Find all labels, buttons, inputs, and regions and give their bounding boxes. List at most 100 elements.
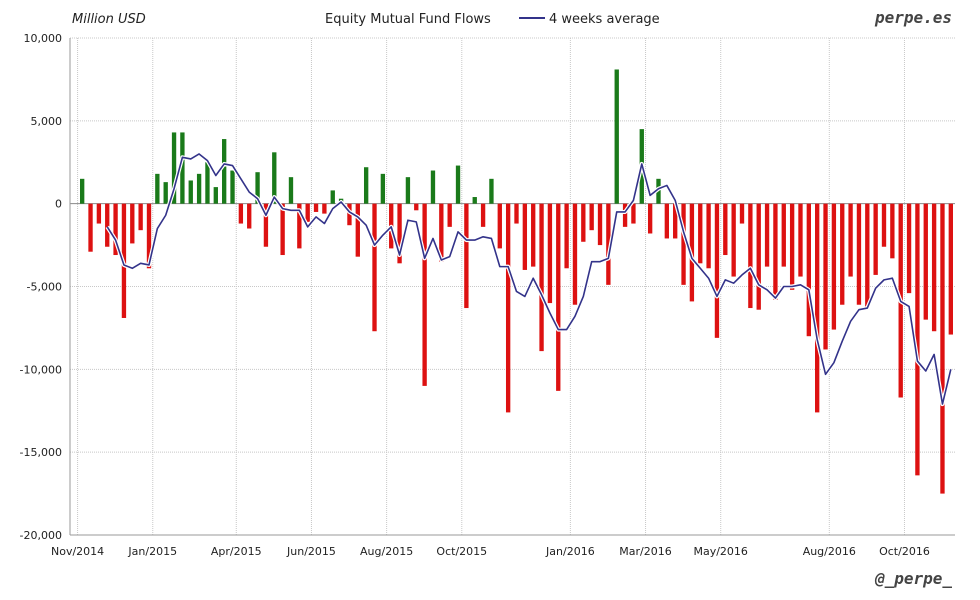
flow-bar-negative bbox=[664, 203, 670, 239]
flow-bar-negative bbox=[647, 203, 653, 234]
flow-bar-negative bbox=[723, 203, 728, 256]
flow-bar-negative bbox=[372, 203, 377, 332]
y-tick-label: 10,000 bbox=[24, 32, 63, 45]
flow-bar-negative bbox=[522, 203, 528, 270]
x-tick-label: Oct/2016 bbox=[879, 545, 930, 558]
flow-bar-positive bbox=[363, 167, 369, 204]
flow-bar-negative bbox=[105, 203, 110, 247]
flow-bar-positive bbox=[155, 173, 160, 204]
flow-bar-positive bbox=[188, 180, 193, 204]
axis-layer: 10,000 5,000 0 -5,000 -10,000 -15,000 -20,000 N… bbox=[20, 32, 955, 558]
x-tick-label: Jan/2015 bbox=[127, 545, 177, 558]
flow-bar-negative bbox=[146, 203, 152, 269]
flow-bar-positive bbox=[163, 182, 168, 204]
flow-bar-negative bbox=[606, 203, 611, 285]
flow-bar-positive bbox=[405, 177, 411, 204]
y-tick-label: 0 bbox=[55, 198, 62, 211]
flow-bar-positive bbox=[430, 170, 436, 204]
x-tick-label: Oct/2015 bbox=[436, 545, 487, 558]
flow-bar-negative bbox=[881, 203, 887, 247]
flow-bar-negative bbox=[823, 203, 828, 350]
flow-bar-negative bbox=[873, 203, 878, 275]
flow-bar-negative bbox=[923, 203, 928, 320]
flow-bar-negative bbox=[556, 203, 561, 391]
flow-bar-positive bbox=[213, 187, 218, 204]
watermark-top: perpe.es bbox=[874, 8, 952, 27]
flow-bar-negative bbox=[96, 203, 102, 224]
x-tick-label: Jun/2015 bbox=[286, 545, 336, 558]
legend-average-label: 4 weeks average bbox=[549, 12, 660, 27]
flow-bar-negative bbox=[798, 203, 803, 277]
flow-bar-negative bbox=[531, 203, 536, 267]
average-line bbox=[106, 153, 952, 405]
flow-bar-negative bbox=[130, 203, 135, 244]
flow-bar-negative bbox=[915, 203, 920, 476]
flow-bar-positive bbox=[255, 172, 260, 204]
flow-bar-negative bbox=[313, 203, 319, 212]
flow-bar-negative bbox=[297, 203, 302, 249]
line-layer bbox=[105, 151, 953, 407]
y-tick-label: -5,000 bbox=[27, 281, 62, 294]
flow-bar-negative bbox=[138, 203, 143, 231]
flow-bar-positive bbox=[614, 69, 619, 204]
x-tick-label: Aug/2015 bbox=[360, 545, 413, 558]
flow-bar-positive bbox=[205, 162, 210, 204]
flow-bar-negative bbox=[865, 203, 870, 307]
flow-bar-negative bbox=[781, 203, 786, 267]
y-tick-label: -15,000 bbox=[20, 446, 62, 459]
flow-bar-negative bbox=[589, 203, 594, 231]
flow-bar-negative bbox=[890, 203, 895, 259]
flow-bar-negative bbox=[447, 203, 452, 227]
flow-bar-negative bbox=[940, 203, 945, 494]
flow-bar-positive bbox=[230, 170, 235, 204]
x-tick-label: Aug/2016 bbox=[803, 545, 856, 558]
flow-bar-negative bbox=[806, 203, 811, 337]
flow-bar-negative bbox=[848, 203, 853, 277]
flow-bar-negative bbox=[631, 203, 636, 224]
flow-bar-negative bbox=[831, 203, 837, 330]
flow-bar-negative bbox=[564, 203, 569, 269]
flow-bar-negative bbox=[764, 203, 770, 267]
x-tick-label: Jan/2016 bbox=[545, 545, 595, 558]
flow-bar-negative bbox=[714, 203, 720, 338]
flow-bar-negative bbox=[948, 203, 953, 335]
flow-bar-negative bbox=[581, 203, 586, 242]
flow-bar-negative bbox=[422, 203, 427, 386]
watermark-bottom: @_perpe_ bbox=[874, 569, 952, 588]
flow-bar-negative bbox=[706, 203, 711, 269]
flow-bar-negative bbox=[355, 203, 360, 257]
flow-bar-positive bbox=[272, 152, 277, 204]
flow-bar-negative bbox=[480, 203, 486, 227]
flow-bar-negative bbox=[789, 203, 795, 290]
flow-bar-negative bbox=[572, 203, 578, 305]
flow-bar-negative bbox=[856, 203, 862, 305]
flow-bar-negative bbox=[464, 203, 469, 309]
flow-bar-negative bbox=[731, 203, 736, 277]
flow-bar-negative bbox=[815, 203, 820, 413]
flow-bar-negative bbox=[263, 203, 269, 247]
flow-bar-negative bbox=[113, 203, 118, 256]
flow-bar-positive bbox=[489, 178, 494, 204]
flow-bar-negative bbox=[698, 203, 703, 264]
flow-bar-negative bbox=[247, 203, 252, 229]
flow-bar-negative bbox=[88, 203, 93, 252]
flow-bar-positive bbox=[196, 173, 202, 204]
flow-bar-positive bbox=[380, 173, 386, 204]
flow-bar-negative bbox=[840, 203, 845, 305]
chart-title: Equity Mutual Fund Flows bbox=[325, 12, 491, 27]
flow-bar-positive bbox=[455, 165, 461, 204]
flow-bar-negative bbox=[514, 203, 519, 224]
x-tick-label: May/2016 bbox=[693, 545, 747, 558]
flow-bar-positive bbox=[288, 177, 294, 204]
flow-bar-positive bbox=[222, 139, 227, 204]
y-unit-label: Million USD bbox=[72, 12, 146, 27]
flow-bar-negative bbox=[505, 203, 511, 413]
flow-bar-negative bbox=[439, 203, 444, 262]
flow-bar-negative bbox=[673, 203, 678, 239]
x-tick-label: Nov/2014 bbox=[51, 545, 104, 558]
x-tick-label: Mar/2016 bbox=[619, 545, 671, 558]
flow-bar-negative bbox=[681, 203, 686, 285]
x-tick-label: Apr/2015 bbox=[211, 545, 262, 558]
flow-bar-positive bbox=[472, 197, 477, 204]
